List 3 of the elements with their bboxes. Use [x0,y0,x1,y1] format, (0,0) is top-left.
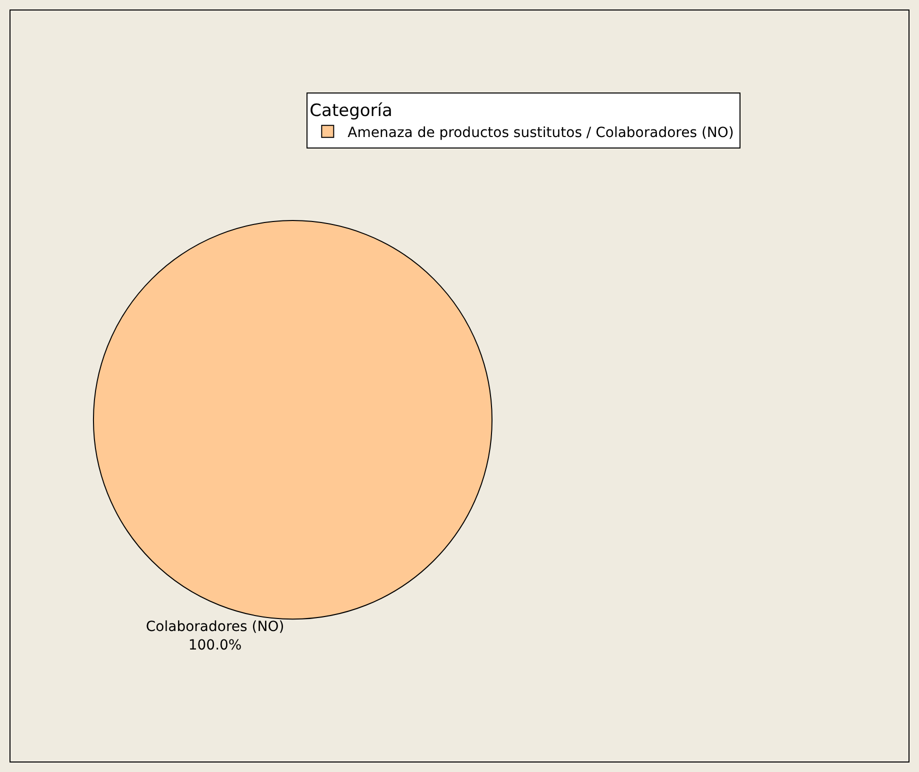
legend-label: Amenaza de productos sustitutos / Colaboradores (NO) [348,124,734,141]
legend-title: Categoría [310,100,392,121]
data-label: Colaboradores (NO) 100.0% [146,619,284,654]
